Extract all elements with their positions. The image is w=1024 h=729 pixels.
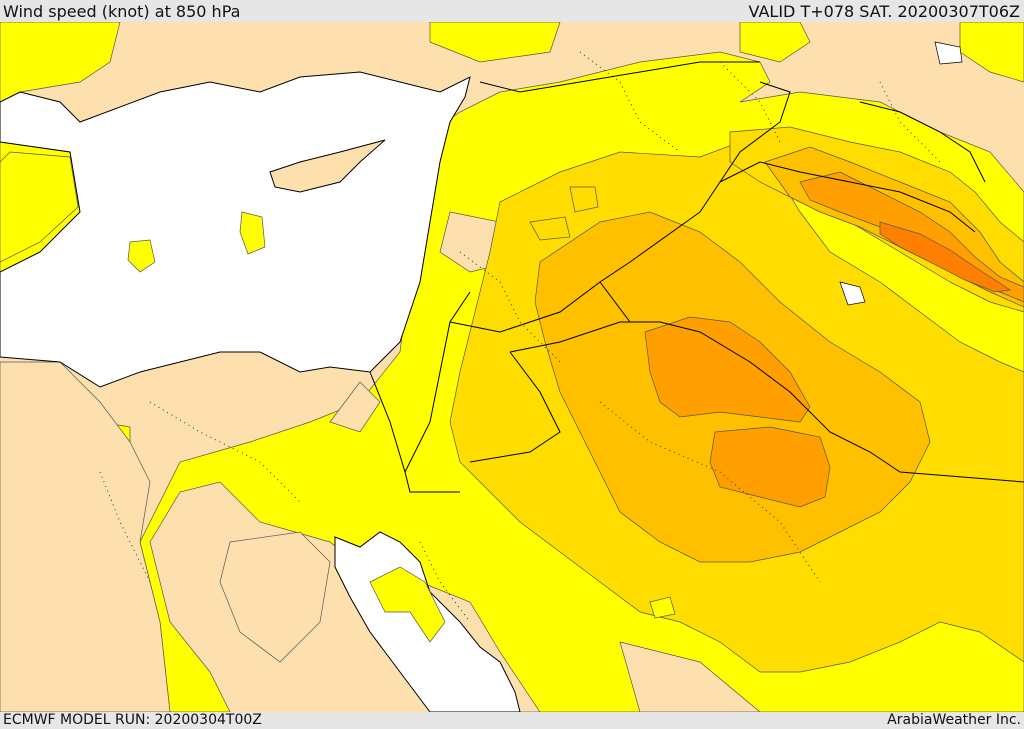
sea-yellow-patch <box>0 151 79 263</box>
cyprus-island <box>269 139 386 193</box>
wind-band-4-south <box>709 426 831 508</box>
dotted-isolines <box>99 51 941 623</box>
small-patches <box>529 41 963 619</box>
island-patch <box>239 211 266 255</box>
header-bar: Wind speed (knot) at 850 hPa VALID T+078… <box>0 0 1024 22</box>
red-sea-yellow-patch <box>369 566 446 643</box>
wind-band-4 <box>644 316 811 423</box>
mediterranean-sea <box>0 71 471 388</box>
land-patches <box>0 211 826 712</box>
wind-band-5 <box>879 221 1011 293</box>
map-title: Wind speed (knot) at 850 hPa <box>3 2 241 21</box>
map-canvas <box>0 22 1024 712</box>
weather-map <box>0 22 1024 712</box>
island-patch <box>127 239 156 273</box>
valid-time: VALID T+078 SAT. 20200307T06Z <box>748 2 1020 21</box>
brand-name: ArabiaWeather Inc. <box>887 712 1021 728</box>
footer-bar: ECMWF MODEL RUN: 20200304T00Z ArabiaWeat… <box>0 712 1024 729</box>
country-borders <box>369 61 1024 493</box>
model-run: ECMWF MODEL RUN: 20200304T00Z <box>3 712 262 728</box>
